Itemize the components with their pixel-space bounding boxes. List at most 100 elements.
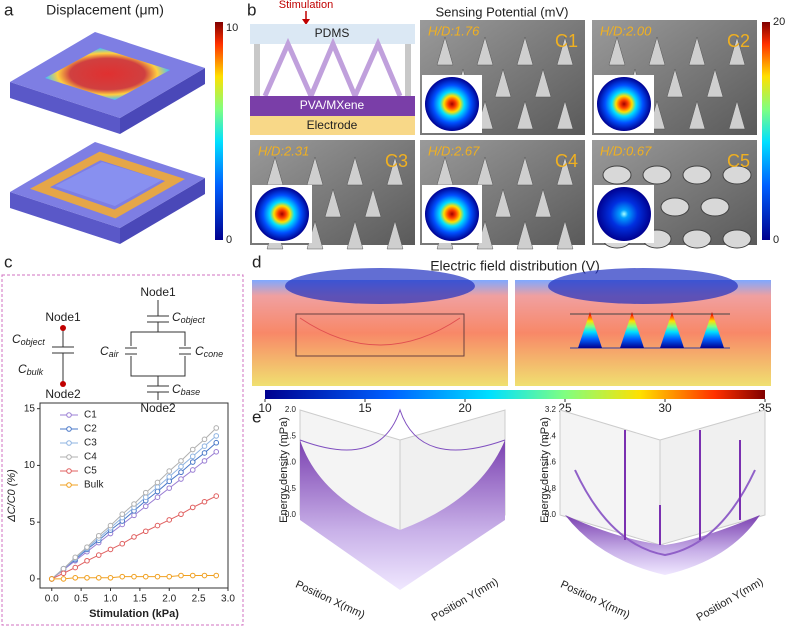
layer-label: Electrode (307, 118, 358, 132)
marker (131, 534, 137, 540)
marker (166, 517, 173, 523)
cone (436, 36, 454, 66)
sample-name: C4 (555, 151, 578, 171)
y-tick-label: 10 (24, 460, 36, 471)
node-label: Node2 (45, 387, 81, 401)
marker (84, 544, 90, 550)
legend-marker (66, 468, 72, 474)
marker (95, 532, 102, 539)
panel-label: b (247, 0, 256, 19)
marker (189, 446, 196, 453)
cap-label: Ccone (195, 344, 223, 359)
legend-marker (66, 440, 72, 446)
marker (189, 459, 196, 465)
colorbar-label: 0 (226, 234, 232, 246)
z-tick-label: 0.0 (545, 510, 557, 519)
legend-label: C4 (84, 452, 97, 463)
cone (494, 188, 512, 218)
dome (682, 229, 712, 249)
marker (166, 485, 173, 491)
cap-sub: cone (204, 349, 224, 359)
z-tick-label: 3.2 (545, 405, 557, 414)
marker (131, 501, 137, 507)
sample-name: C1 (555, 31, 578, 51)
cap-sub: bulk (27, 367, 44, 377)
cone (556, 100, 574, 130)
z-tick-label: 0.0 (285, 510, 297, 519)
sample-name: C3 (385, 151, 408, 171)
colorbar-label: 15 (358, 401, 372, 415)
cone (306, 156, 324, 186)
axis-label: Energy density (mPa) (278, 417, 290, 523)
cone (728, 36, 746, 66)
cap-label: Cair (100, 344, 120, 359)
marker (213, 493, 220, 499)
cap-symbol: C (100, 344, 109, 358)
cap-sub: object (181, 315, 206, 325)
x-tick-label: 1.5 (133, 594, 147, 605)
legend-label: C5 (84, 466, 97, 477)
cone (364, 188, 382, 218)
marker (201, 450, 208, 456)
marker (178, 469, 184, 476)
marker (60, 565, 67, 572)
colorbar (762, 22, 770, 240)
x-tick-label: 1.0 (104, 594, 118, 605)
axis-label: Position X(mm) (293, 579, 366, 622)
colorbar-label: 0 (773, 234, 779, 246)
circuit (125, 347, 191, 355)
node (60, 325, 66, 331)
node (60, 381, 66, 387)
marker (166, 478, 173, 485)
cone (494, 68, 512, 98)
marker (142, 528, 149, 535)
marker (154, 484, 161, 490)
cap-symbol: C (172, 310, 181, 324)
cone (556, 220, 574, 250)
legend-label: C3 (84, 438, 97, 449)
surface-plots (299, 408, 766, 590)
marker (189, 572, 196, 579)
marker (201, 443, 208, 449)
marker (178, 463, 184, 470)
colorbar-label: 10 (258, 401, 272, 415)
wire-gap (129, 346, 137, 356)
cone (556, 156, 574, 186)
x-tick-label: 2.5 (192, 594, 206, 605)
stimulation-label: Stimulation (279, 0, 333, 11)
marker (142, 573, 149, 580)
colorbar (265, 390, 765, 399)
dome (642, 165, 672, 185)
node-label: Node1 (45, 310, 81, 324)
z-tick-label: 1.5 (285, 431, 297, 440)
marker (131, 512, 137, 519)
marker (189, 453, 196, 460)
dome (722, 229, 752, 249)
colorbar-label: 20 (773, 16, 785, 28)
x-tick-label: 0.5 (74, 594, 88, 605)
marker (154, 494, 161, 501)
marker (95, 574, 102, 581)
hd-label: H/D:1.76 (428, 23, 480, 38)
marker (119, 573, 126, 580)
colorbar (215, 22, 223, 240)
marker (48, 576, 55, 582)
marker (213, 425, 220, 431)
potential-map (425, 187, 479, 241)
cone (346, 156, 364, 186)
dome (700, 197, 730, 217)
marker (178, 572, 184, 579)
x-axis-label: Stimulation (kPa) (89, 608, 179, 620)
x-tick-label: 3.0 (221, 594, 235, 605)
marker (213, 433, 220, 439)
cone (666, 68, 684, 98)
axis-label: Energy density (mPa) (539, 417, 551, 523)
cone (728, 100, 746, 130)
schematic (250, 24, 415, 135)
cap-symbol: C (195, 344, 204, 358)
marker (60, 570, 67, 577)
colorbar-label: 20 (458, 401, 472, 415)
marker (154, 479, 161, 486)
marker (60, 576, 67, 582)
marker (166, 573, 173, 580)
